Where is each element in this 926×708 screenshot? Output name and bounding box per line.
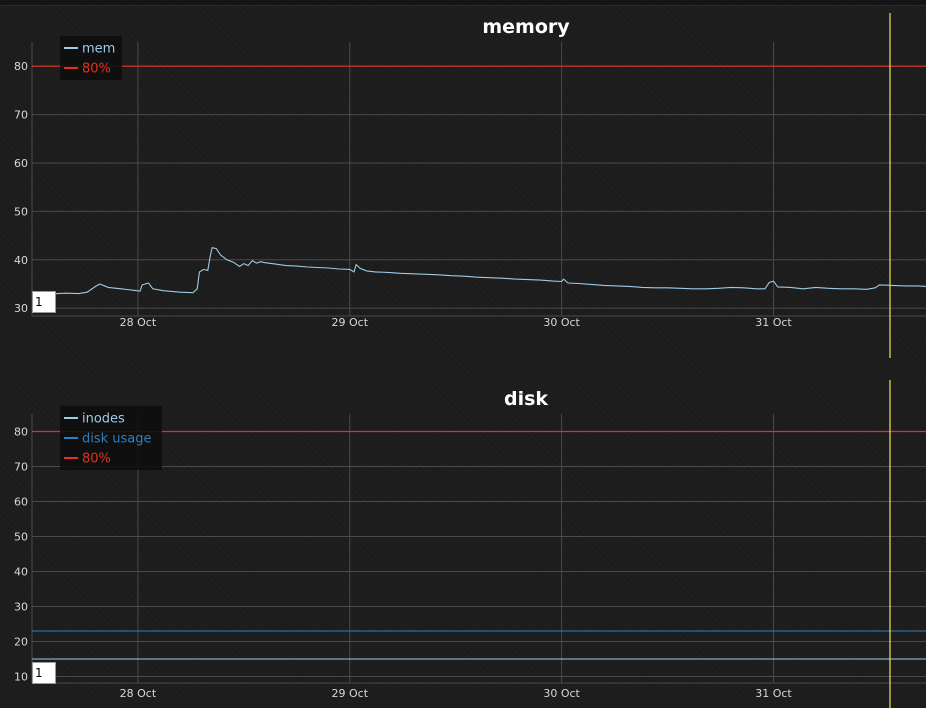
y-tick-label: 20 <box>14 636 28 649</box>
x-tick-label: 31 Oct <box>755 316 792 329</box>
y-tick-label: 50 <box>14 531 28 544</box>
y-tick-label: 80 <box>14 426 28 439</box>
grid <box>31 414 926 684</box>
top-border <box>0 0 926 6</box>
y-tick-label: 60 <box>14 157 28 170</box>
y-tick-label: 60 <box>14 496 28 509</box>
disk-chart: disk 10 20 30 40 50 60 70 80 28 Oct 29 Oct 30 Oct 3… <box>14 380 926 708</box>
x-tick-label: 30 Oct <box>543 687 580 700</box>
x-tick-label: 28 Oct <box>120 687 157 700</box>
series-layer <box>31 65 926 296</box>
legend[interactable]: inodes disk usage 80% <box>60 406 162 470</box>
legend-label: disk usage <box>82 432 152 447</box>
y-tick-label: 30 <box>14 302 28 315</box>
x-tick-label: 29 Oct <box>332 687 369 700</box>
legend-item[interactable]: mem <box>64 42 115 57</box>
series-line-mem <box>31 247 926 296</box>
legend[interactable]: mem 80% <box>60 36 122 80</box>
legend-box <box>60 36 122 80</box>
y-tick-label: 30 <box>14 601 28 614</box>
x-tick-label: 29 Oct <box>332 316 369 329</box>
legend-item[interactable]: 80% <box>64 62 111 77</box>
x-tick-label: 31 Oct <box>755 687 792 700</box>
page-input-disk[interactable] <box>32 662 56 684</box>
y-tick-label: 80 <box>14 60 28 73</box>
series-layer <box>32 430 926 660</box>
axis-layer: 30 40 50 60 70 80 28 Oct 29 Oct 30 Oct 31 Oct <box>14 60 792 329</box>
y-tick-label: 40 <box>14 566 28 579</box>
axis-layer: 10 20 30 40 50 60 70 80 28 Oct 29 Oct 30 Oct 31 Oct <box>14 426 792 701</box>
page-input-memory[interactable] <box>32 291 56 313</box>
legend-item[interactable]: disk usage <box>64 432 152 447</box>
legend-label: inodes <box>82 412 125 427</box>
chart-title: disk <box>504 388 548 410</box>
legend-label: mem <box>82 42 115 57</box>
legend-label: 80% <box>82 62 111 77</box>
y-tick-label: 10 <box>14 671 28 684</box>
y-tick-label: 70 <box>14 109 28 122</box>
x-tick-label: 28 Oct <box>120 316 157 329</box>
legend-item[interactable]: inodes <box>64 412 125 427</box>
y-tick-label: 50 <box>14 205 28 218</box>
x-tick-label: 30 Oct <box>543 316 580 329</box>
memory-chart: memory 30 40 50 60 70 80 28 Oct 29 Oct 30 Oct 31 … <box>14 13 926 358</box>
y-tick-label: 70 <box>14 461 28 474</box>
legend-item[interactable]: 80% <box>64 452 111 467</box>
y-tick-label: 40 <box>14 254 28 267</box>
grid <box>31 42 926 317</box>
legend-label: 80% <box>82 452 111 467</box>
chart-title: memory <box>482 16 570 38</box>
